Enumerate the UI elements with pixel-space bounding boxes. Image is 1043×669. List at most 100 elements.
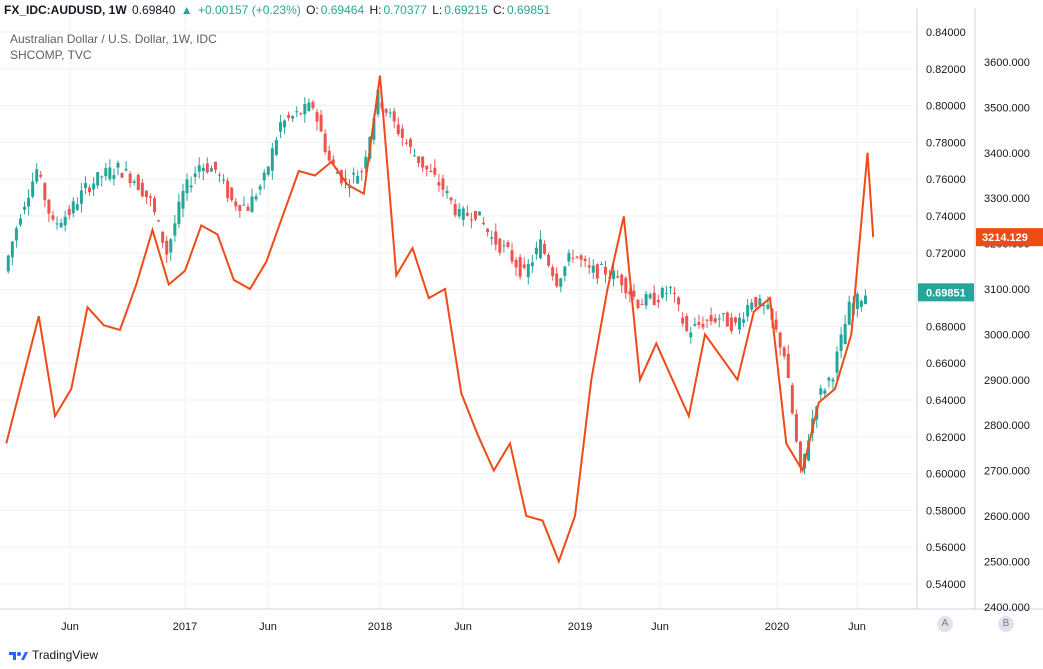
time-axis-tick-label: 2018 (368, 621, 392, 633)
candle-body (43, 183, 47, 201)
candle-body (453, 203, 457, 216)
scale-b-button[interactable]: B (998, 616, 1014, 632)
candle-body (514, 259, 518, 268)
candle-body (551, 267, 555, 277)
candle-body (729, 317, 733, 332)
left-axis-tick-label: 0.56000 (926, 542, 966, 554)
left-axis-tick-label: 0.68000 (926, 321, 966, 333)
candle-body (270, 148, 274, 171)
scale-a-button[interactable]: A (937, 616, 953, 632)
candle-body (429, 171, 433, 173)
left-axis-tick-label: 0.64000 (926, 395, 966, 407)
candle-body (39, 174, 43, 177)
left-price-axis[interactable]: 0.84000 0.82000 0.80000 0.78000 0.76000 0.740… (926, 27, 966, 591)
candle-body (352, 172, 356, 175)
candle-body (701, 324, 705, 328)
candle-body (388, 112, 392, 114)
candle-body (819, 388, 823, 395)
candle-body (632, 290, 636, 297)
candle-body (863, 295, 867, 305)
candle-body (433, 167, 437, 175)
candle-body (640, 303, 644, 305)
candle-body (486, 228, 490, 233)
right-axis-tick-label: 2700.000 (984, 466, 1030, 478)
candle-body (246, 206, 250, 211)
candle-body (140, 182, 144, 197)
candle-body (839, 334, 843, 352)
symbol-name[interactable]: FX_IDC:AUDUSD, 1W (4, 3, 127, 17)
candle-body (628, 291, 632, 295)
candle-body (758, 298, 762, 306)
candle-body (794, 414, 798, 442)
last-price: 0.69840 (132, 3, 176, 17)
candle-body (404, 142, 408, 144)
audusd-series (6, 89, 867, 475)
candle-body (96, 172, 100, 186)
main-series-legend[interactable]: Australian Dollar / U.S. Dollar, 1W, IDC (10, 32, 217, 46)
candle-body (360, 171, 364, 173)
candle-body (262, 172, 266, 181)
time-axis-tick-label: Jun (848, 621, 866, 633)
time-axis-tick-label: Jun (454, 621, 472, 633)
shcomp-series-line (5, 75, 875, 565)
right-price-axis[interactable]: 3600.0003500.0003400.0003300.0003200.000… (984, 57, 1030, 614)
candle-body (14, 228, 18, 241)
candle-body (835, 351, 839, 373)
left-axis-tick-label: 0.78000 (926, 137, 966, 149)
candle-body (213, 161, 217, 170)
candle-body (595, 264, 599, 279)
candle-body (693, 323, 697, 326)
brand-label: TradingView (32, 648, 99, 662)
low-value: 0.69215 (444, 3, 488, 17)
candle-body (538, 239, 542, 259)
candle-body (526, 264, 530, 278)
candle-body (778, 332, 782, 348)
candle-body (425, 165, 429, 170)
candle-body (104, 168, 108, 177)
candle-body (461, 208, 465, 220)
candle-body (335, 172, 339, 174)
candle-body (112, 175, 116, 179)
grid (0, 8, 916, 609)
time-axis[interactable]: Jun 2017 Jun 2018 Jun 2019 Jun 2020 Jun (61, 621, 866, 633)
candle-body (664, 293, 668, 295)
candle-body (79, 190, 83, 204)
candle-body (563, 266, 567, 277)
candle-body (75, 204, 79, 210)
candle-body (372, 118, 376, 140)
candle-body (644, 294, 648, 306)
candle-body (88, 187, 92, 193)
candle-body (266, 166, 270, 175)
candle-body (400, 128, 404, 138)
shcomp-last-value: 3214.129 (982, 232, 1028, 244)
candle-body (83, 183, 87, 189)
candle-body (116, 162, 120, 168)
low-label: L: (432, 3, 443, 17)
candle-body (396, 124, 400, 135)
candle-body (92, 183, 96, 190)
candle-body (59, 222, 63, 228)
candle-body (725, 312, 729, 327)
candle-body (624, 277, 628, 294)
candle-body (181, 190, 185, 209)
candle-body (465, 213, 469, 216)
candle-body (287, 114, 291, 118)
close-value: 0.69851 (506, 3, 551, 17)
brand-watermark[interactable]: TradingView (8, 648, 98, 662)
candle-body (705, 319, 709, 321)
candle-body (234, 201, 238, 207)
candle-body (189, 185, 193, 188)
candle-body (575, 256, 579, 258)
left-axis-tick-label: 0.84000 (926, 27, 966, 39)
left-axis-tick-label: 0.82000 (926, 64, 966, 76)
high-value: 0.70377 (383, 3, 427, 17)
candle-body (518, 257, 522, 277)
candle-body (603, 266, 607, 275)
right-axis-tick-label: 2500.000 (984, 556, 1030, 568)
candle-body (827, 377, 831, 381)
candle-body (295, 111, 299, 113)
candle-body (417, 156, 421, 164)
candle-body (323, 133, 327, 153)
candle-body (498, 238, 502, 253)
compare-series-legend[interactable]: SHCOMP, TVC (10, 48, 92, 62)
